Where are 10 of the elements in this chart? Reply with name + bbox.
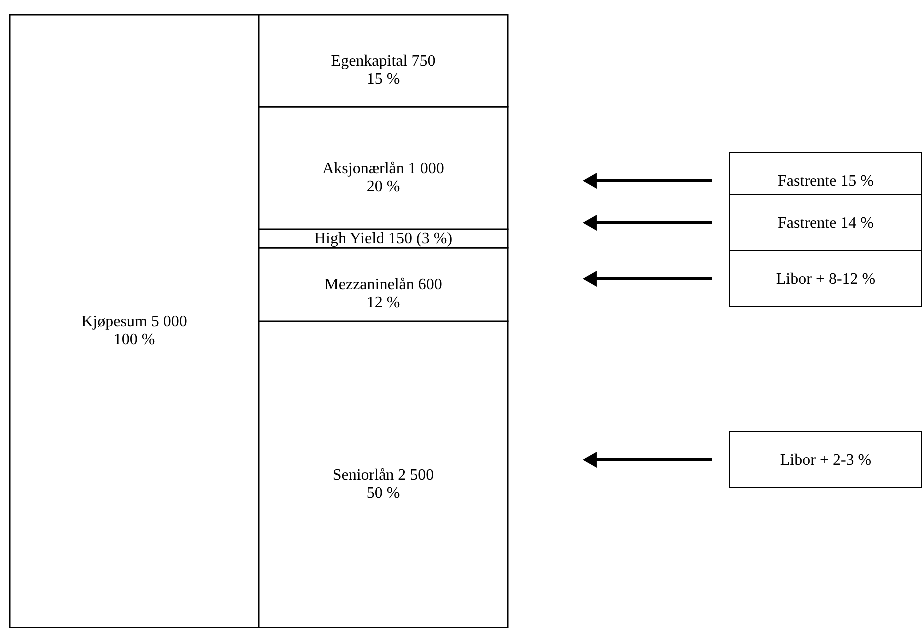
data-label: Egenkapital 750 15 % (331, 52, 436, 88)
text: Fastrente 14 % (778, 215, 874, 232)
data-label: Seniorlån 2 500 50 % (332, 466, 434, 502)
data-label: High Yield 150 (3 %) (314, 230, 453, 248)
text: Libor + 8-12 % (776, 271, 876, 288)
data-label: Aksjonærlån 1 000 20 % (322, 160, 444, 196)
data-label: Kjøpesum 5 000 100 % (82, 314, 188, 348)
text: Libor + 2-3 % (780, 452, 872, 469)
text: Fastrente 15 % (778, 173, 874, 190)
data-label: Mezzaninelån 600 12 % (324, 276, 442, 312)
